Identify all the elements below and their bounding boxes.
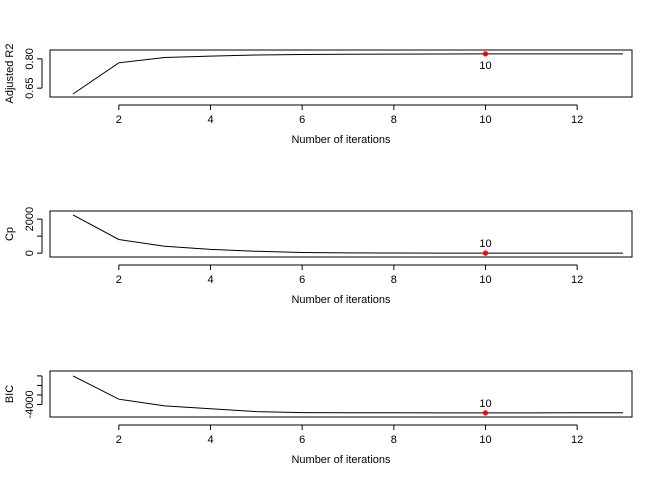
plot-frame — [49, 210, 633, 258]
x-tick-label: 2 — [116, 434, 122, 446]
plot-frame — [49, 370, 633, 418]
x-tick-label: 12 — [571, 114, 583, 126]
x-tick-label: 12 — [571, 434, 583, 446]
y-tick-label: 0.65 — [24, 77, 36, 98]
x-tick-label: 4 — [207, 274, 213, 286]
x-axis-title: Number of iterations — [291, 134, 391, 146]
x-tick-label: 6 — [299, 114, 305, 126]
x-tick-label: 4 — [207, 434, 213, 446]
x-tick-label: 2 — [116, 114, 122, 126]
x-tick-label: 8 — [391, 274, 397, 286]
x-tick-label: 12 — [571, 274, 583, 286]
series-line — [72, 214, 623, 254]
selected-point-label: 10 — [479, 60, 491, 72]
y-axis-title: BIC — [4, 385, 16, 403]
plot-panel-3: 2 4 6 8 10 12 Number of iterations -4000 BIC 10 — [4, 370, 633, 466]
plot-frame — [49, 49, 633, 98]
y-axis-title: Adjusted R2 — [4, 44, 16, 104]
series-line — [72, 375, 623, 414]
x-tick-label: 6 — [299, 274, 305, 286]
x-tick-label: 8 — [391, 114, 397, 126]
x-tick-label: 6 — [299, 434, 305, 446]
x-tick-label: 4 — [207, 114, 213, 126]
plot-panel-1: 2 4 6 8 10 12 Number of iterations 0.65 0.80 Adju… — [4, 44, 633, 146]
selected-point-label: 10 — [479, 238, 491, 250]
y-tick-label: 0.80 — [24, 48, 36, 69]
x-axis-title: Number of iterations — [291, 294, 391, 306]
selected-point — [482, 250, 489, 256]
x-tick-label: 10 — [479, 274, 491, 286]
x-tick-label: 10 — [479, 114, 491, 126]
y-tick-label: 0 — [24, 250, 36, 256]
y-axis-title: Cp — [4, 227, 16, 241]
y-tick-label: 2000 — [24, 207, 36, 231]
plot-panel-2: 2 4 6 8 10 12 Number of iterations 0 2000 Cp 10 — [4, 207, 633, 306]
selected-point — [482, 51, 489, 57]
series-line — [72, 53, 623, 95]
x-tick-label: 10 — [479, 434, 491, 446]
selected-point — [482, 410, 489, 416]
selected-point-label: 10 — [479, 398, 491, 410]
x-tick-label: 2 — [116, 274, 122, 286]
y-tick-label: -4000 — [24, 390, 36, 418]
x-tick-label: 8 — [391, 434, 397, 446]
x-axis-title: Number of iterations — [291, 454, 391, 466]
